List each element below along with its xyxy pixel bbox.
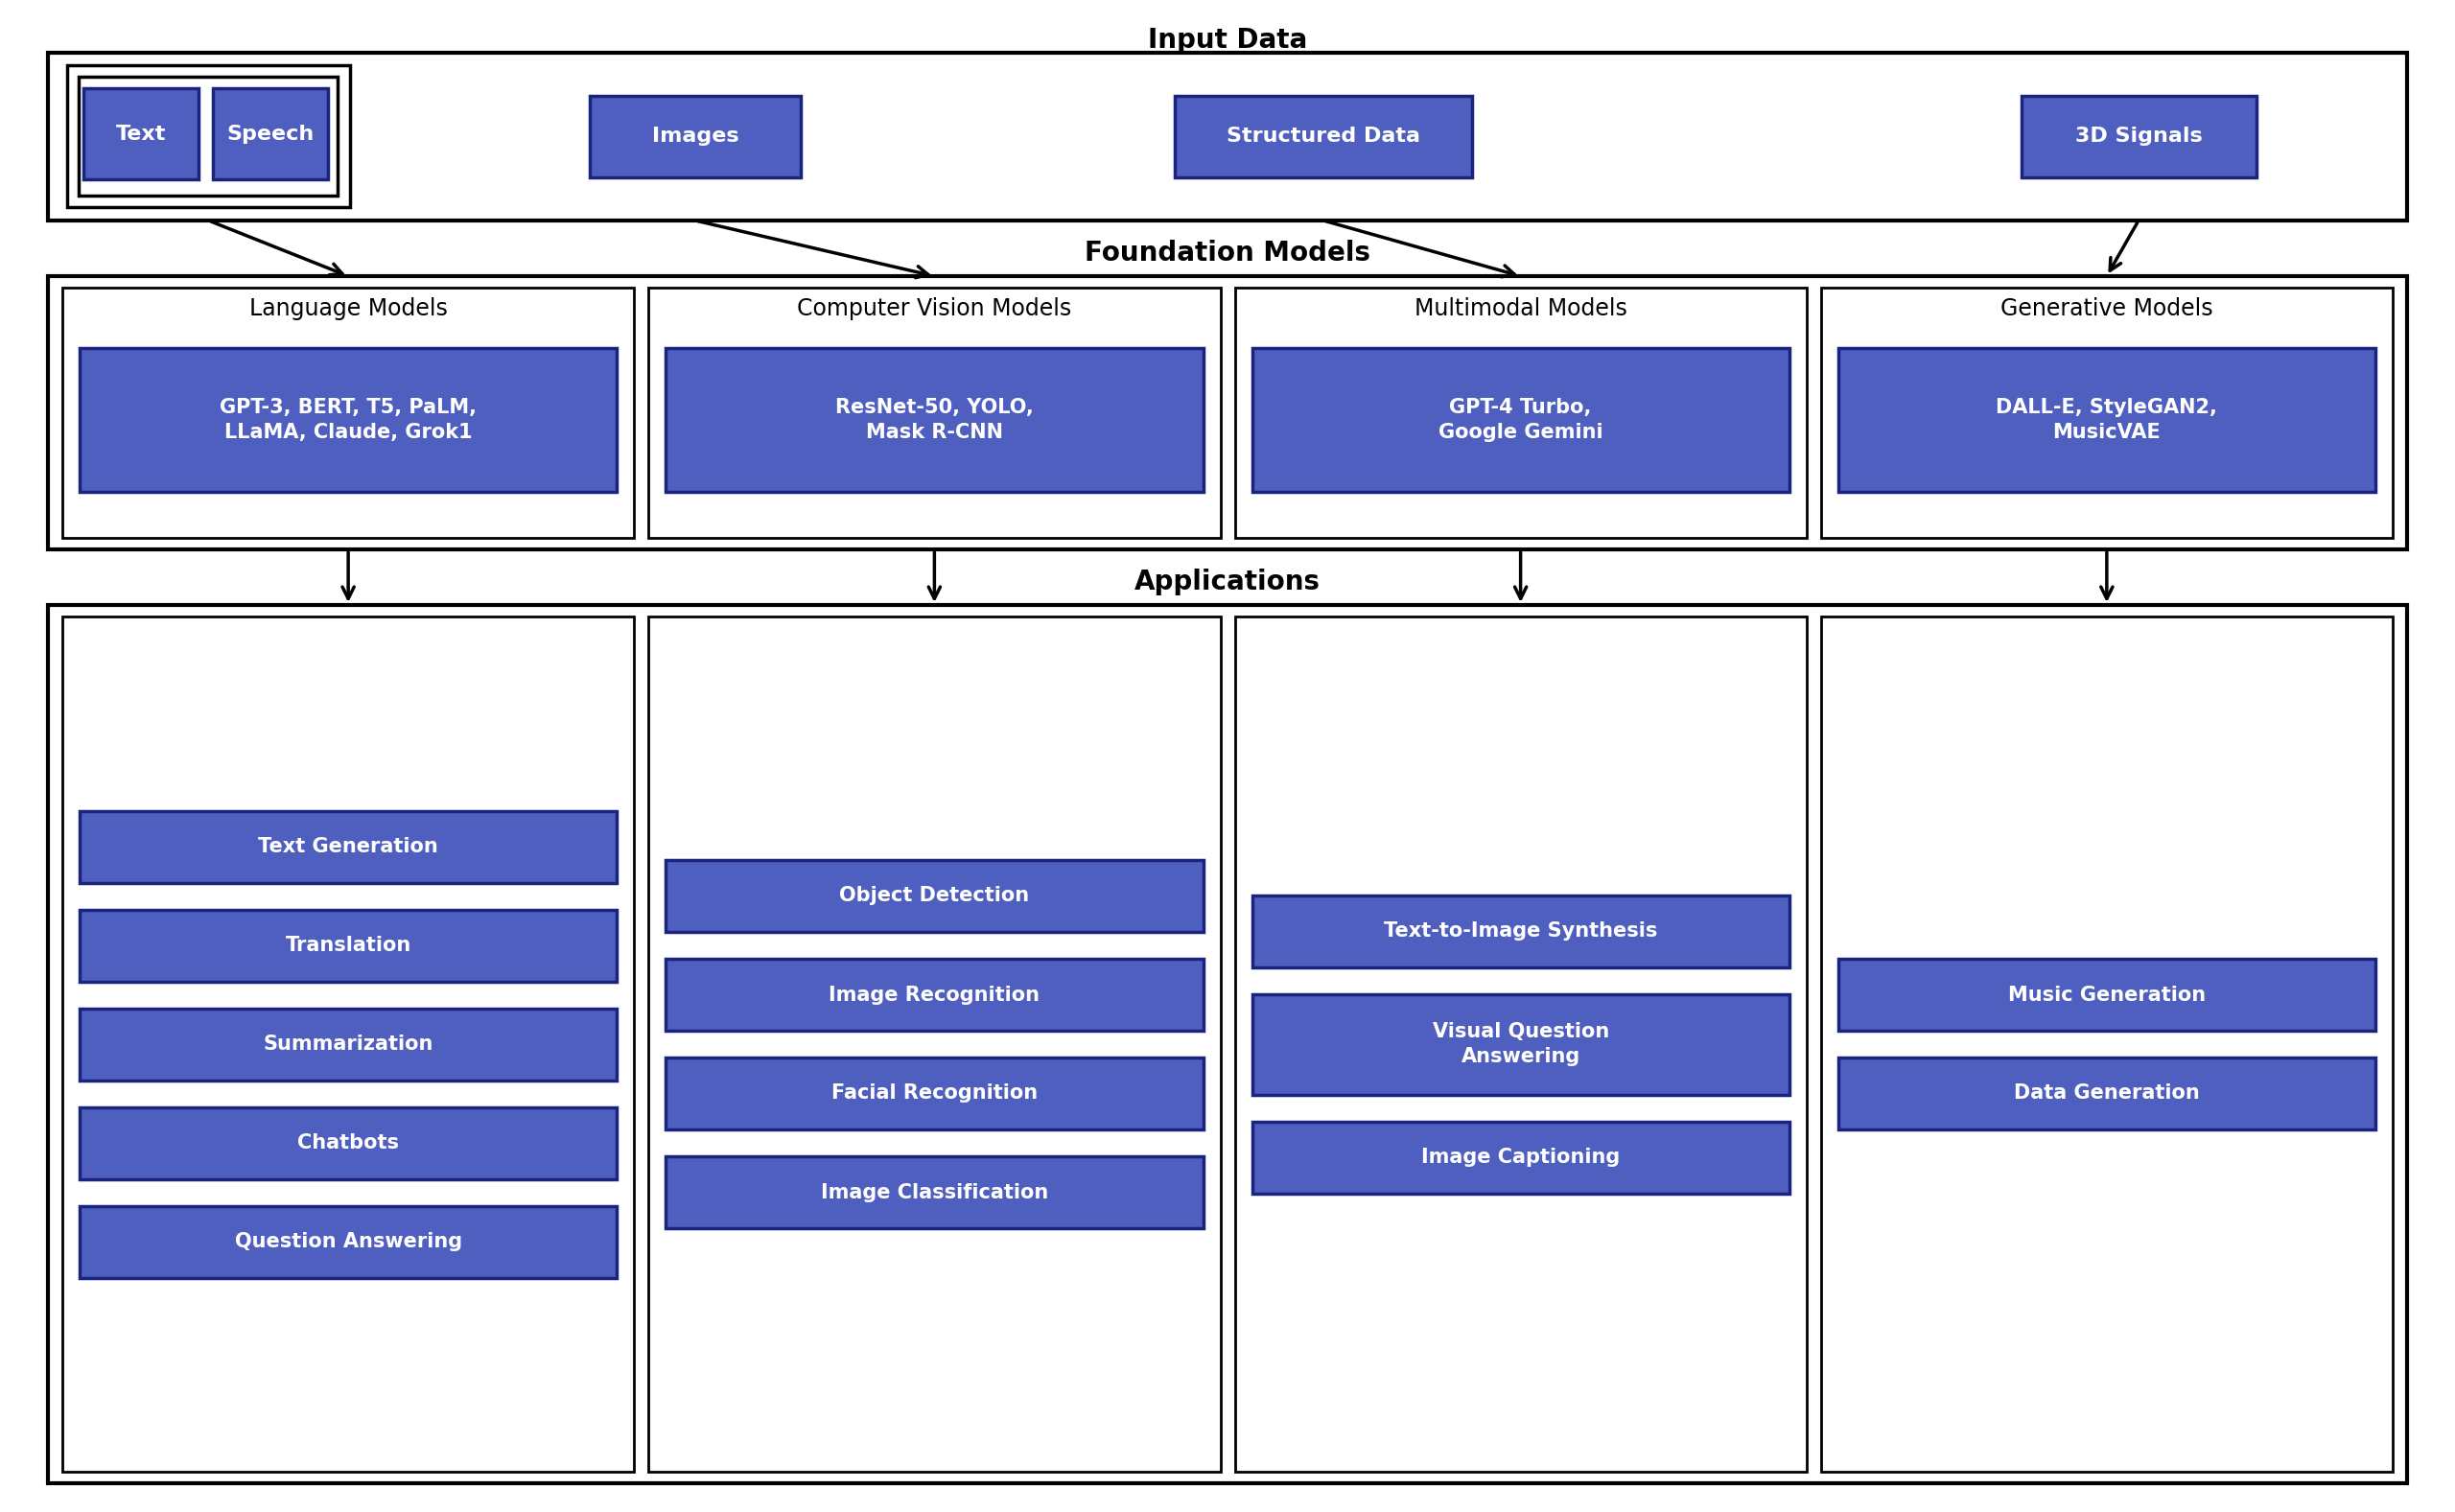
Bar [1252, 1122, 1790, 1193]
Bar [1252, 348, 1790, 491]
Bar [79, 1205, 616, 1278]
Text: Text Generation: Text Generation [258, 838, 439, 856]
Text: Foundation Models: Foundation Models [1085, 240, 1370, 266]
Text: Object Detection: Object Detection [840, 886, 1029, 906]
Text: Speech: Speech [226, 124, 314, 144]
Text: Images: Images [653, 127, 739, 147]
Text: Text-to-Image Synthesis: Text-to-Image Synthesis [1385, 921, 1657, 940]
Bar [79, 810, 616, 883]
Bar [1839, 959, 2376, 1031]
Bar [665, 1057, 1203, 1129]
Bar [2020, 95, 2256, 177]
Bar [214, 88, 329, 180]
Bar [61, 617, 633, 1471]
Text: Translation: Translation [285, 936, 410, 956]
Bar [1176, 95, 1473, 177]
Bar [1235, 617, 1807, 1471]
Text: Chatbots: Chatbots [297, 1134, 400, 1152]
Bar [648, 287, 1220, 538]
Text: Applications: Applications [1134, 569, 1321, 596]
Bar [648, 617, 1220, 1471]
Text: Visual Question
Answering: Visual Question Answering [1431, 1022, 1608, 1066]
Text: DALL-E, StyleGAN2,
MusicVAE: DALL-E, StyleGAN2, MusicVAE [1996, 398, 2217, 442]
Bar [79, 77, 339, 195]
Bar [589, 95, 800, 177]
Bar [1822, 617, 2394, 1471]
Text: Text: Text [115, 124, 167, 144]
Text: Image Recognition: Image Recognition [830, 986, 1041, 1004]
Bar [665, 860, 1203, 931]
Text: Music Generation: Music Generation [2008, 986, 2205, 1004]
Bar [49, 605, 2406, 1483]
Bar [1822, 287, 2394, 538]
Text: Computer Vision Models: Computer Vision Models [798, 298, 1073, 321]
Bar [1252, 895, 1790, 968]
Text: GPT-3, BERT, T5, PaLM,
LLaMA, Claude, Grok1: GPT-3, BERT, T5, PaLM, LLaMA, Claude, Gr… [221, 398, 476, 442]
Bar [79, 1107, 616, 1179]
Bar [1235, 287, 1807, 538]
Bar [61, 287, 633, 538]
Bar [665, 348, 1203, 491]
Text: GPT-4 Turbo,
Google Gemini: GPT-4 Turbo, Google Gemini [1439, 398, 1603, 442]
Bar [83, 88, 199, 180]
Text: Language Models: Language Models [248, 298, 447, 321]
Bar [66, 65, 351, 207]
Bar [665, 959, 1203, 1031]
Bar [79, 1009, 616, 1080]
Text: Question Answering: Question Answering [236, 1232, 462, 1252]
Text: Data Generation: Data Generation [2013, 1084, 2200, 1104]
Bar [665, 1157, 1203, 1228]
Bar [1252, 993, 1790, 1095]
Text: Facial Recognition: Facial Recognition [832, 1084, 1038, 1104]
Text: Image Classification: Image Classification [820, 1182, 1048, 1202]
Text: Structured Data: Structured Data [1228, 127, 1421, 147]
Bar [1839, 348, 2376, 491]
Bar [49, 277, 2406, 549]
Text: Input Data: Input Data [1149, 27, 1306, 54]
Bar [1839, 1057, 2376, 1129]
Text: 3D Signals: 3D Signals [2074, 127, 2202, 147]
Bar [49, 53, 2406, 221]
Text: Generative Models: Generative Models [2001, 298, 2212, 321]
Bar [79, 348, 616, 491]
Text: ResNet-50, YOLO,
Mask R-CNN: ResNet-50, YOLO, Mask R-CNN [835, 398, 1034, 442]
Text: Image Captioning: Image Captioning [1421, 1148, 1620, 1167]
Text: Summarization: Summarization [263, 1034, 432, 1054]
Text: Multimodal Models: Multimodal Models [1414, 298, 1628, 321]
Bar [79, 909, 616, 981]
